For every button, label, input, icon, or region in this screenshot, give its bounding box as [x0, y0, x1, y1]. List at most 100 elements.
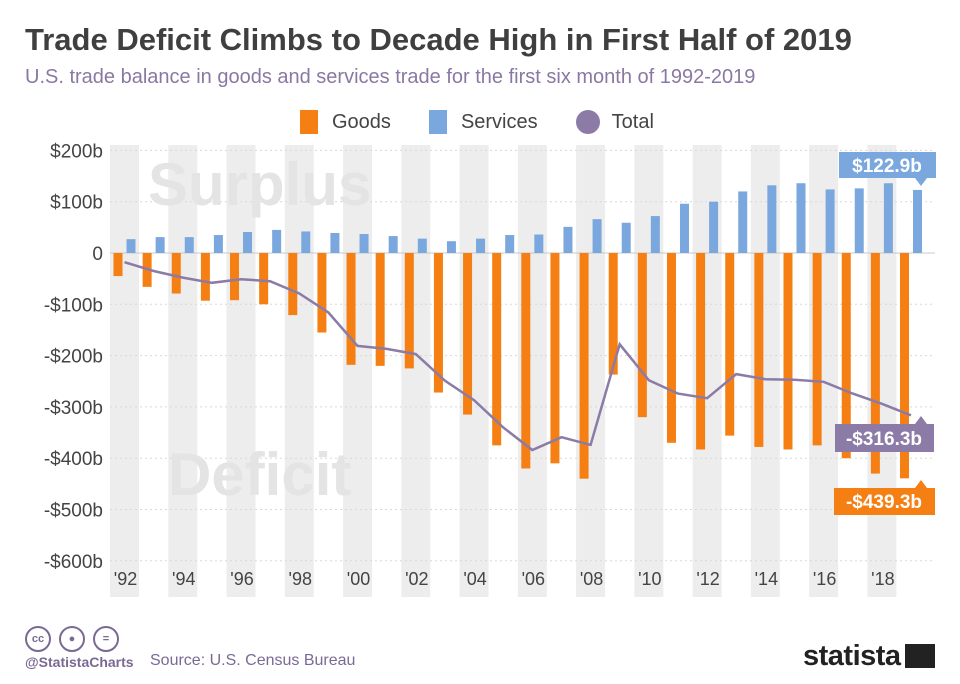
services-bar-2005 [505, 235, 515, 253]
services-bar-1995 [213, 235, 223, 253]
callout-services-label: $122.9b [852, 156, 922, 177]
goods-bar-1999 [317, 253, 327, 333]
legend-item-total: Total [575, 110, 654, 134]
callout-goods-label: -$439.3b [846, 492, 922, 513]
by-icon: ● [59, 626, 85, 652]
goods-bar-2015 [783, 253, 793, 450]
legend-services-swatch [428, 110, 447, 134]
callout-total-box [835, 416, 934, 452]
goods-bar-2018 [870, 253, 880, 474]
goods-bar-2007 [550, 253, 560, 464]
x-axis-labels: '92 '94 '96 '98 '00 '02 '04 '06 '08 '10 '12 '14 '16 '… [114, 569, 895, 589]
chart-title: Trade Deficit Climbs to Decade High in F… [25, 22, 852, 57]
stripe-1996 [226, 145, 256, 597]
y-tick-label: -$300b [44, 398, 103, 419]
goods-bar-2012 [696, 253, 706, 450]
x-tick-label: '02 [405, 569, 428, 589]
y-tick-label: -$200b [44, 347, 103, 368]
x-tick-label: '98 [289, 569, 312, 589]
y-tick-label: $200b [50, 141, 103, 162]
goods-bar-2010 [637, 253, 647, 418]
services-bar-2007 [563, 226, 573, 253]
stripe-2002 [401, 145, 431, 597]
source-note: Source: U.S. Census Bureau [150, 652, 356, 669]
services-bar-2002 [417, 238, 427, 253]
license-icons: cc ● = [25, 626, 127, 652]
x-tick-label: '96 [230, 569, 253, 589]
legend-goods-label: Goods [332, 110, 391, 133]
stripe-1992 [110, 145, 139, 597]
goods-bar-2016 [812, 253, 822, 446]
goods-bar-2000 [346, 253, 356, 365]
goods-bar-2017 [841, 253, 851, 459]
goods-bar-1992 [113, 253, 123, 277]
services-bar-2019 [913, 189, 923, 253]
y-tick-label: 0 [92, 244, 103, 265]
services-bar-1998 [301, 231, 311, 253]
goods-bar-1995 [200, 253, 210, 301]
services-bar-2014 [767, 185, 777, 253]
goods-bar-2013 [725, 253, 735, 436]
twitter-handle[interactable]: @StatistaCharts [25, 654, 134, 670]
goods-bar-2006 [521, 253, 531, 469]
y-tick-label: -$500b [44, 501, 103, 522]
stripe-1998 [284, 145, 314, 597]
services-bar-2013 [738, 191, 748, 253]
services-bar-2009 [621, 222, 631, 253]
total-line [124, 261, 912, 452]
y-tick-label: -$600b [44, 552, 103, 573]
services-bar-2008 [592, 219, 602, 253]
goods-bar-2005 [492, 253, 502, 446]
surplus-watermark: Surplus [148, 151, 371, 218]
services-bar-1999 [330, 232, 340, 253]
services-bar-1996 [243, 231, 253, 253]
services-bar-2011 [679, 203, 689, 253]
legend-goods-swatch [300, 110, 318, 134]
services-bar-2003 [446, 241, 456, 253]
legend-total-swatch [575, 110, 600, 134]
x-tick-label: '12 [696, 569, 719, 589]
legend-item-goods: Goods [300, 110, 391, 134]
goods-bar-2004 [463, 253, 473, 415]
x-tick-label: '94 [172, 569, 195, 589]
stripe-1994 [168, 145, 198, 597]
stripe-2000 [343, 145, 373, 597]
chart-subtitle: U.S. trade balance in goods and services… [25, 66, 756, 88]
services-bar-2000 [359, 234, 369, 253]
services-bar-2015 [796, 183, 806, 253]
cc-icon: cc [25, 626, 51, 652]
legend: Goods Services Total [300, 110, 692, 134]
callout-goods-box [834, 480, 935, 515]
goods-bar-2019 [900, 253, 910, 479]
year-stripes [110, 145, 897, 597]
x-tick-label: '04 [463, 569, 486, 589]
x-tick-label: '08 [580, 569, 603, 589]
goods-bar-2011 [666, 253, 676, 443]
services-bar-2004 [476, 238, 486, 253]
goods-bar-1994 [171, 253, 181, 294]
y-tick-label: -$400b [44, 449, 103, 470]
legend-total-label: Total [611, 110, 654, 133]
callout-total: -$316.3b [835, 416, 934, 452]
statista-logo[interactable]: statista [803, 640, 901, 672]
services-bar-2018 [883, 183, 893, 253]
legend-services-label: Services [460, 110, 538, 133]
goods-bar-2014 [754, 253, 764, 447]
bars [113, 183, 923, 479]
services-bar-1997 [272, 229, 282, 253]
services-bar-2017 [854, 188, 864, 253]
x-tick-label: '18 [871, 569, 894, 589]
services-bar-1992 [126, 239, 136, 253]
goods-bar-2001 [375, 253, 385, 366]
x-tick-label: '10 [638, 569, 661, 589]
x-tick-label: '92 [114, 569, 137, 589]
callout-total-label: -$316.3b [846, 429, 922, 450]
services-bar-2012 [709, 201, 719, 253]
nd-icon: = [93, 626, 119, 652]
callout-services: $122.9b [839, 152, 936, 186]
services-bar-2006 [534, 234, 544, 253]
statista-logo-icon [905, 644, 935, 668]
callout-goods: -$439.3b [834, 480, 935, 515]
goods-bar-2002 [404, 253, 414, 369]
goods-bar-2003 [433, 253, 443, 393]
